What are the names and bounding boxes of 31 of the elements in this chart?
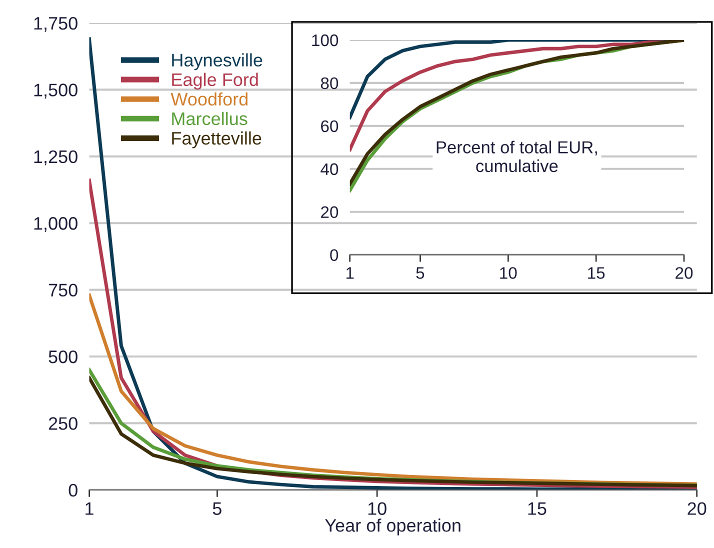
- y-tick-label: 1,750: [34, 16, 78, 32]
- x-tick-label: 15: [588, 267, 605, 279]
- x-tick-label: 1: [346, 267, 354, 279]
- x-tick-label: 20: [676, 267, 693, 279]
- y-tick-label: 0: [68, 484, 78, 497]
- y-tick-label: 1,250: [34, 150, 78, 166]
- x-tick-label: 5: [212, 502, 222, 515]
- x-tick-label: 10: [368, 502, 386, 515]
- y-tick-label: 1,500: [34, 84, 78, 99]
- y-tick-label: 250: [48, 417, 78, 430]
- y-tick-label: 20: [321, 206, 338, 218]
- y-tick-label: 750: [48, 284, 78, 297]
- x-axis-title: Year of operation: [325, 518, 460, 536]
- y-tick-label: 1,000: [34, 217, 78, 232]
- x-tick-label: 15: [528, 502, 546, 515]
- x-tick-label: 20: [688, 502, 706, 515]
- y-tick-label: 0: [330, 249, 338, 262]
- annotation: Percent of total EUR, cumulative: [436, 140, 597, 172]
- legend-label: Eagle Ford: [172, 72, 258, 90]
- y-tick-label: 60: [321, 120, 338, 132]
- y-tick-label: 100: [312, 34, 338, 46]
- legend-label: Woodford: [170, 92, 248, 106]
- y-tick-label: 80: [320, 77, 338, 90]
- y-tick-label: 40: [320, 163, 338, 176]
- legend-label: Marcellus: [172, 112, 248, 126]
- x-tick-label: 1: [86, 502, 94, 515]
- legend-label: Fayetteville: [172, 131, 262, 148]
- x-tick-label: 5: [416, 267, 424, 279]
- legend-label: Haynesville: [172, 53, 262, 70]
- y-tick-label: 500: [48, 350, 78, 364]
- x-tick-label: 10: [500, 267, 517, 279]
